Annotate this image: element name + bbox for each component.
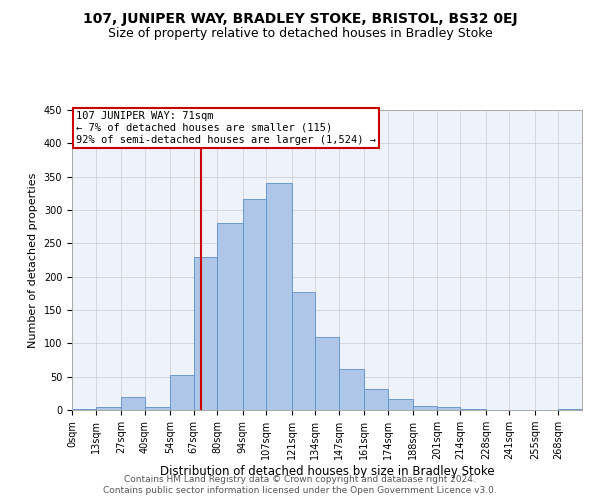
Bar <box>121 396 145 410</box>
Bar <box>292 292 315 410</box>
Text: Size of property relative to detached houses in Bradley Stoke: Size of property relative to detached ho… <box>107 28 493 40</box>
Bar <box>437 408 460 410</box>
Bar <box>194 256 217 410</box>
Bar <box>72 408 95 410</box>
Text: 107 JUNIPER WAY: 71sqm
← 7% of detached houses are smaller (115)
92% of semi-det: 107 JUNIPER WAY: 71sqm ← 7% of detached … <box>76 112 376 144</box>
X-axis label: Distribution of detached houses by size in Bradley Stoke: Distribution of detached houses by size … <box>160 465 494 478</box>
Bar <box>413 406 437 410</box>
Bar <box>364 388 388 410</box>
Bar <box>315 338 339 410</box>
Bar <box>170 374 194 410</box>
Bar <box>388 398 413 410</box>
Bar <box>559 408 582 410</box>
Text: Contains HM Land Registry data © Crown copyright and database right 2024.: Contains HM Land Registry data © Crown c… <box>124 475 476 484</box>
Bar <box>266 184 292 410</box>
Bar <box>145 406 170 410</box>
Bar <box>242 198 266 410</box>
Bar <box>339 368 364 410</box>
Bar <box>217 224 242 410</box>
Bar <box>95 406 121 410</box>
Y-axis label: Number of detached properties: Number of detached properties <box>28 172 38 348</box>
Text: Contains public sector information licensed under the Open Government Licence v3: Contains public sector information licen… <box>103 486 497 495</box>
Text: 107, JUNIPER WAY, BRADLEY STOKE, BRISTOL, BS32 0EJ: 107, JUNIPER WAY, BRADLEY STOKE, BRISTOL… <box>83 12 517 26</box>
